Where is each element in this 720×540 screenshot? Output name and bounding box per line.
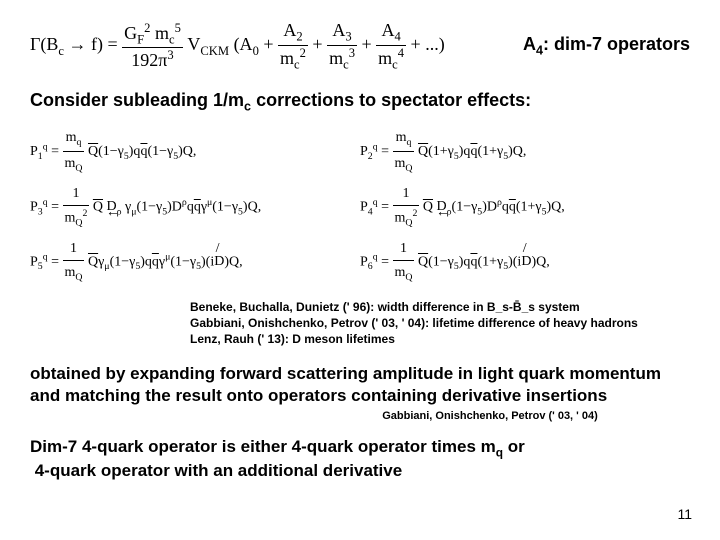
ref-gabbiani: Gabbiani, Onishchenko, Petrov (' 03, ' 0… (190, 315, 690, 331)
operator-p5: P5q = 1mQ Qγμ(1−γ5)qqγμ(1−γ5)(iD/)Q, (30, 237, 360, 287)
ref-lenz: Lenz, Rauh (' 13): D meson lifetimes (190, 331, 690, 347)
inline-reference: Gabbiani, Onishchenko, Petrov (' 03, ' 0… (290, 410, 690, 422)
main-decay-equation: Γ(Bc → f) = GF2 mc5 192π3 VCKM (A0 + A2m… (30, 20, 493, 72)
operator-p4: P4q = 1mQ2 Q D←ρ(1−γ5)Dρqq(1+γ5)Q, (360, 182, 690, 233)
subheading: Consider subleading 1/mc corrections to … (30, 90, 690, 114)
operator-definitions: P1q = mqmQ Q(1−γ5)qq(1−γ5)Q, P2q = mqmQ … (30, 126, 690, 287)
bottom-statement: Dim-7 4-quark operator is either 4-quark… (30, 436, 690, 482)
page-number: 11 (677, 506, 692, 522)
reference-list: Beneke, Buchalla, Dunietz (' 96): width … (190, 299, 690, 348)
body-paragraph: obtained by expanding forward scattering… (30, 363, 690, 406)
heading-a4: A4: dim-7 operators (523, 34, 690, 58)
operator-p3: P3q = 1mQ2 Q D←ρ γμ(1−γ5)Dρqqγμ(1−γ5)Q, (30, 182, 360, 233)
ref-beneke: Beneke, Buchalla, Dunietz (' 96): width … (190, 299, 690, 315)
operator-p6: P6q = 1mQ Q(1−γ5)qq(1+γ5)(iD/)Q, (360, 237, 690, 287)
operator-p1: P1q = mqmQ Q(1−γ5)qq(1−γ5)Q, (30, 126, 360, 178)
operator-p2: P2q = mqmQ Q(1+γ5)qq(1+γ5)Q, (360, 126, 690, 178)
